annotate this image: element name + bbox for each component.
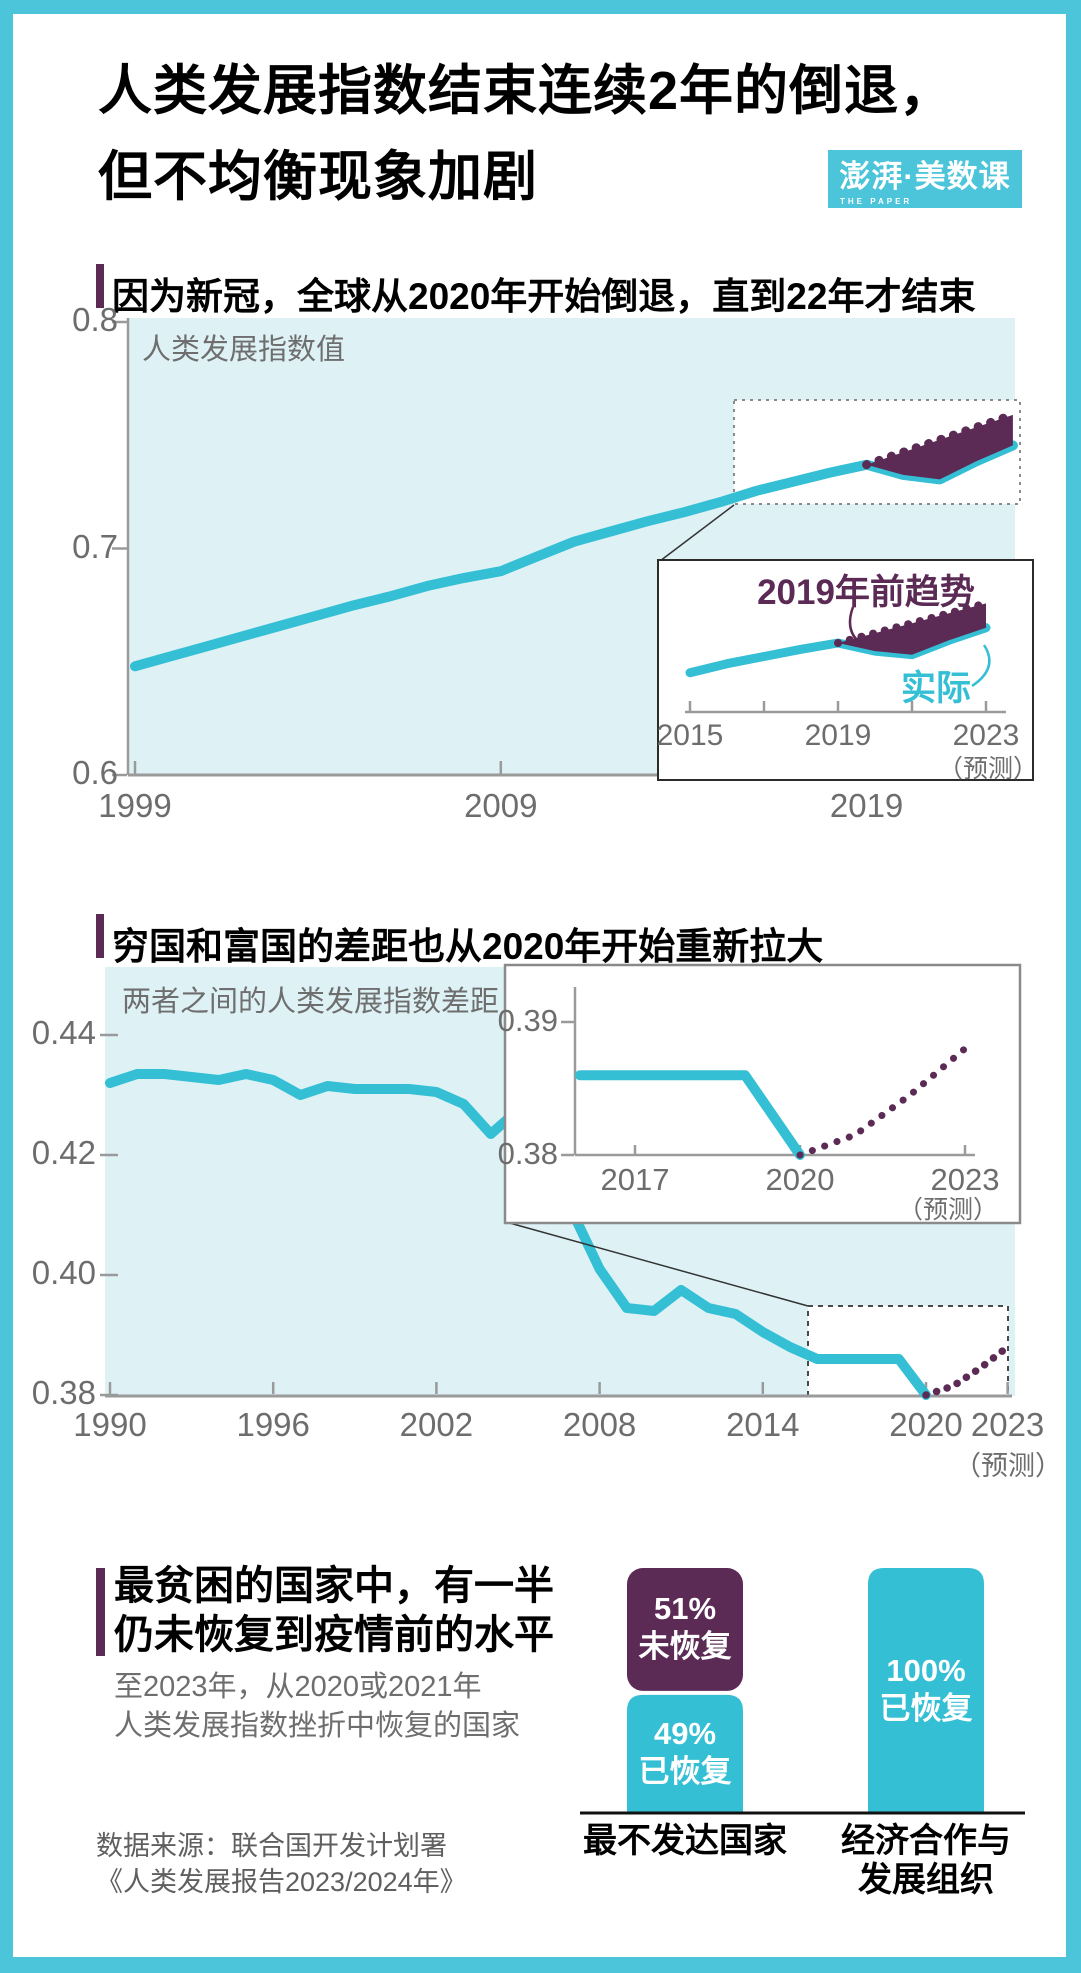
section2-accent-bar <box>96 914 104 958</box>
page-title: 人类发展指数结束连续2年的倒退， 但不均衡现象加剧 <box>98 48 954 220</box>
data-source-line1: 数据来源：联合国开发计划署 <box>96 1831 447 1861</box>
chart2-inset-xtick-label: 2023 <box>930 1162 1000 1197</box>
chart2-xtick-label: 1990 <box>73 1406 147 1443</box>
chart2-xtick-label: 1996 <box>236 1406 310 1443</box>
chart1-inset-forecast-note: （预测） <box>937 755 1038 783</box>
bar-segment <box>627 1694 743 1813</box>
chart1-series <box>130 410 1018 672</box>
chart2-inset-series <box>575 1045 969 1160</box>
chart2-inset-xtick-label: 2020 <box>765 1162 835 1197</box>
trend-label-pointer <box>848 606 872 651</box>
bar-category-label: 经济合作与 发展组织 <box>841 1822 1011 1899</box>
section1-heading: 因为新冠，全球从2020年开始倒退，直到22年才结束 <box>112 276 976 317</box>
actual-label-pointer <box>971 644 991 688</box>
chart1-ytick-label: 0.8 <box>72 301 118 338</box>
chart1-inset-box <box>657 559 1034 781</box>
chart1-inset-xtick-label: 2023 <box>952 719 1020 752</box>
section3-accent-bar <box>96 1568 105 1656</box>
section3-subtitle-line1: 至2023年，从2020或2021年 <box>114 1671 482 1703</box>
section3-heading-line1: 最贫困的国家中，有一半 <box>114 1564 554 1608</box>
chart1-xtick-label: 2009 <box>464 787 538 824</box>
chart2-ytick-label: 0.42 <box>31 1134 96 1171</box>
data-source: 数据来源：联合国开发计划署 《人类发展报告2023/2024年》 <box>96 1828 467 1900</box>
logo-text: 澎湃·美数课 <box>839 159 1011 194</box>
page-title-line2: 但不均衡现象加剧 <box>98 147 538 207</box>
bar-segment <box>627 1568 743 1691</box>
chart2-forecast-note: （预测） <box>954 1451 1062 1481</box>
chart1-inset-tick-marks <box>688 701 988 711</box>
gap-actual-line-inset <box>575 1070 805 1160</box>
chart1-inset-connector <box>659 504 735 562</box>
section3-subtitle-line2: 人类发展指数挫折中恢复的国家 <box>114 1710 521 1742</box>
hdi-trend-gap-inset-area <box>838 603 986 655</box>
bar-segment-label: 51% 未恢复 <box>638 1591 732 1665</box>
chart1-actual-annotation: 实际 <box>900 669 971 708</box>
bar-chart-bars <box>627 1568 984 1813</box>
section3-subtitle: 至2023年，从2020或2021年 人类发展指数挫折中恢复的国家 <box>114 1668 520 1746</box>
chart1-ytick-label: 0.6 <box>72 754 118 791</box>
bar-segment-label: 49% 已恢复 <box>638 1715 732 1789</box>
bar-category-label: 最不发达国家 <box>583 1822 787 1860</box>
data-source-line2: 《人类发展报告2023/2024年》 <box>96 1867 467 1897</box>
chart2-tick-marks <box>100 1033 1009 1397</box>
chart2-xtick-label: 2023 <box>970 1406 1045 1443</box>
chart2-ytick-label: 0.44 <box>31 1014 96 1051</box>
chart1-xtick-label: 1999 <box>98 787 172 824</box>
section1-accent-bar <box>96 264 104 308</box>
bar-segment <box>868 1568 984 1813</box>
page-title-line1: 人类发展指数结束连续2年的倒退， <box>98 61 955 121</box>
chart1-trend-annotation: 2019年前趋势 <box>757 573 975 612</box>
bar-segment-label: 100% 已恢复 <box>879 1652 973 1726</box>
section2-heading: 穷国和富国的差距也从2020年开始重新拉大 <box>112 926 824 967</box>
logo-subtext: THE PAPER <box>840 197 913 206</box>
chart2-ytick-label: 0.38 <box>31 1374 96 1411</box>
section3-heading: 最贫困的国家中，有一半 仍未恢复到疫情前的水平 <box>114 1562 554 1660</box>
gap-forecast-dotted-inset <box>796 1045 969 1159</box>
chart2-zoom-region-fill <box>808 1306 1008 1396</box>
chart1-inset-xtick-label: 2015 <box>656 719 724 752</box>
chart2-inset-xtick-label: 2017 <box>600 1162 670 1197</box>
chart2-inset-forecast-note: （预测） <box>897 1196 998 1224</box>
chart1-inset-series <box>685 599 991 678</box>
chart1-ytick-label: 0.7 <box>72 527 118 565</box>
hdi-trend-gap-area <box>866 414 1013 480</box>
logo-the-paper: 澎湃·美数课 THE PAPER <box>828 150 1022 208</box>
hdi-trend-gap-dotted-edge <box>862 410 1018 470</box>
chart2-xtick-label: 2020 <box>889 1406 963 1443</box>
chart2-xtick-label: 2008 <box>562 1406 637 1443</box>
chart2-inset-ytick-label: 0.39 <box>497 1003 558 1038</box>
chart2-xtick-label: 2014 <box>726 1406 800 1443</box>
chart2-inset-ytick-label: 0.38 <box>497 1136 558 1171</box>
section3-heading-line2: 仍未恢复到疫情前的水平 <box>114 1613 554 1657</box>
chart1-ylabel: 人类发展指数值 <box>142 334 346 366</box>
chart1-xtick-label: 2019 <box>829 787 904 824</box>
chart2-ylabel: 两者之间的人类发展指数差距 <box>122 986 500 1018</box>
chart2-inset-connector <box>505 1221 809 1307</box>
chart2-ytick-label: 0.40 <box>31 1254 96 1291</box>
gap-forecast-dotted <box>922 1343 1012 1399</box>
hdi-trend-gap-inset-dotted-edge <box>834 599 990 647</box>
chart1-inset-xtick-label: 2019 <box>804 719 872 752</box>
chart2-xtick-label: 2002 <box>399 1406 474 1443</box>
